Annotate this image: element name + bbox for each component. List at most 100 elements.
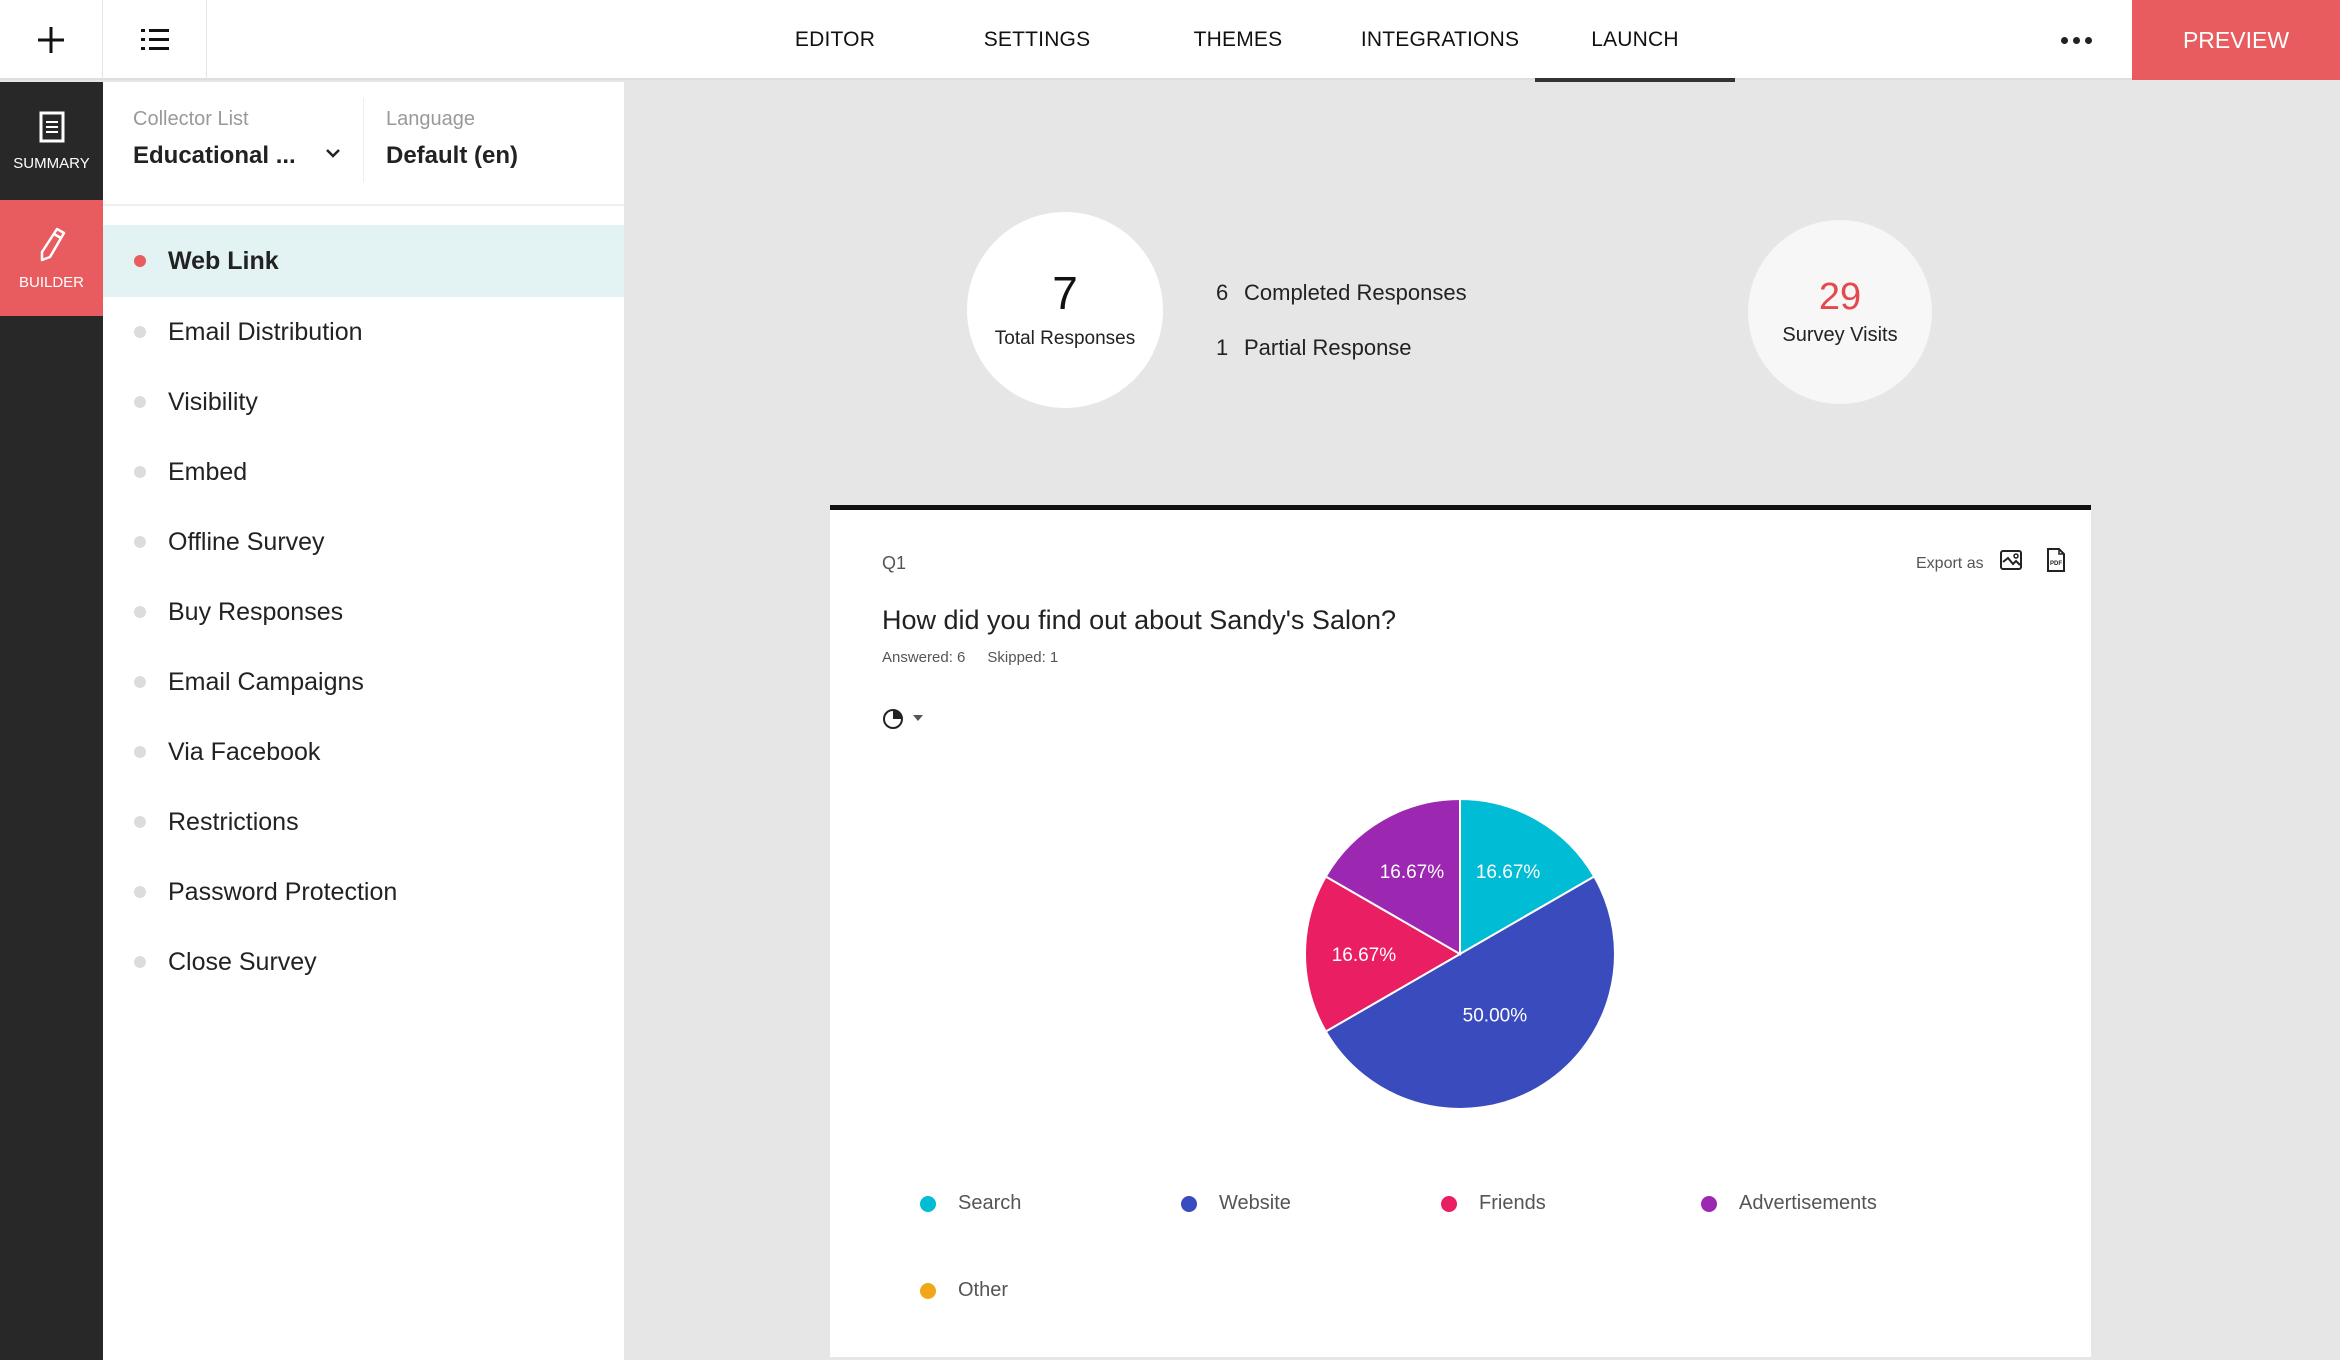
survey-visits-label: Survey Visits	[1782, 323, 1898, 346]
tab-integrations[interactable]: INTEGRATIONS	[1360, 28, 1520, 51]
completed-responses-stat: 6 Completed Responses	[1216, 280, 1467, 306]
pie-chart: 16.67% 50.00% 16.67% 16.67%	[1304, 798, 1616, 1110]
nav-item-web-link[interactable]: Web Link	[103, 225, 624, 297]
legend-dot-icon	[1701, 1195, 1717, 1212]
tab-themes[interactable]: THEMES	[1193, 28, 1283, 51]
pie-labels: 16.67% 50.00% 16.67% 16.67%	[1332, 862, 1541, 1027]
language-value[interactable]: Default (en)	[386, 142, 518, 169]
export-label: Export as	[1916, 555, 1984, 572]
collector-list-label: Collector List	[133, 108, 249, 130]
dot-icon	[134, 606, 146, 618]
legend-item-advertisements[interactable]: Advertisements	[1701, 1192, 1877, 1215]
sidebar-item-builder[interactable]: BUILDER	[0, 200, 103, 316]
active-dot-icon	[134, 255, 146, 267]
question-title: How did you find out about Sandy's Salon…	[882, 605, 1397, 635]
skipped-count: Skipped: 1	[987, 649, 1059, 666]
pie-chart-icon	[883, 709, 903, 729]
pdf-export-icon[interactable]: PDF	[2046, 547, 2066, 573]
legend-label: Friends	[1479, 1192, 1546, 1214]
nav-item-label: Web Link	[168, 246, 279, 275]
nav-item-password-protection[interactable]: Password Protection	[103, 857, 624, 927]
tab-settings[interactable]: SETTINGS	[983, 28, 1091, 51]
dot-icon	[134, 466, 146, 478]
chart-type-dropdown[interactable]	[882, 706, 924, 730]
sidebar-item-summary[interactable]: SUMMARY	[0, 82, 103, 200]
nav-item-label: Embed	[168, 457, 248, 486]
nav-item-restrictions[interactable]: Restrictions	[103, 787, 624, 857]
top-bar: EDITOR SETTINGS THEMES INTEGRATIONS LAUN…	[0, 0, 2340, 82]
legend-dot-icon	[920, 1195, 936, 1212]
question-card: Q1 Export as PDF How did you find out ab…	[830, 505, 2091, 1357]
add-button[interactable]	[0, 0, 103, 80]
tab-editor[interactable]: EDITOR	[794, 28, 876, 51]
legend-item-friends[interactable]: Friends	[1441, 1192, 1546, 1215]
more-options-button[interactable]	[2046, 0, 2106, 80]
nav-item-label: Offline Survey	[168, 527, 325, 556]
total-responses-label: Total Responses	[994, 328, 1136, 349]
pie-label: 50.00%	[1463, 1005, 1528, 1026]
nav-item-via-facebook[interactable]: Via Facebook	[103, 717, 624, 787]
legend-dot-icon	[1441, 1195, 1457, 1212]
dot-icon	[134, 886, 146, 898]
dot-icon	[134, 816, 146, 828]
document-icon	[39, 111, 64, 142]
tab-launch[interactable]: LAUNCH	[1535, 0, 1735, 82]
dot-icon	[134, 956, 146, 968]
list-icon	[140, 29, 169, 50]
collector-panel: Collector List Educational ... Language …	[103, 82, 624, 1360]
pencil-icon	[40, 227, 65, 261]
partial-responses-stat: 1 Partial Response	[1216, 335, 1412, 361]
pie-label: 16.67%	[1332, 945, 1397, 966]
answered-count: Answered: 6	[882, 649, 966, 666]
legend-dot-icon	[1181, 1195, 1197, 1212]
legend-item-other[interactable]: Other	[920, 1279, 1008, 1302]
dot-icon	[134, 746, 146, 758]
header-divider	[363, 98, 364, 182]
nav-item-label: Buy Responses	[168, 597, 344, 626]
more-dot	[2084, 36, 2092, 44]
legend-label: Other	[958, 1279, 1009, 1301]
legend-label: Website	[1219, 1192, 1291, 1214]
nav-item-close-survey[interactable]: Close Survey	[103, 927, 624, 997]
image-export-icon[interactable]	[2000, 550, 2022, 570]
partial-count: 1	[1216, 335, 1229, 360]
sidebar-item-label: SUMMARY	[13, 154, 90, 172]
nav-item-label: Close Survey	[168, 947, 317, 976]
completed-count: 6	[1216, 280, 1229, 305]
pie-slice-search[interactable]	[1459, 798, 1596, 956]
collector-list-dropdown[interactable]: Educational ...	[133, 137, 348, 177]
app-sidebar: SUMMARY BUILDER	[0, 82, 103, 1360]
nav-item-visibility[interactable]: Visibility	[103, 367, 624, 437]
pie-slices	[1304, 798, 1616, 1110]
nav-item-label: Visibility	[168, 387, 258, 416]
preview-button[interactable]: PREVIEW	[2132, 0, 2340, 80]
nav-item-buy-responses[interactable]: Buy Responses	[103, 577, 624, 647]
nav-item-label: Via Facebook	[168, 737, 321, 766]
nav-item-email-distribution[interactable]: Email Distribution	[103, 297, 624, 367]
more-dot	[2072, 36, 2080, 44]
survey-visits-stat: 29 Survey Visits	[1748, 220, 1932, 404]
completed-label: Completed Responses	[1244, 280, 1467, 305]
pie-label: 16.67%	[1476, 862, 1541, 883]
nav-item-email-campaigns[interactable]: Email Campaigns	[103, 647, 624, 717]
dot-icon	[134, 536, 146, 548]
list-button[interactable]	[103, 0, 207, 80]
nav-item-label: Email Campaigns	[168, 667, 364, 696]
legend-label: Advertisements	[1739, 1192, 1877, 1214]
pie-slice-advertisements[interactable]	[1324, 798, 1461, 956]
pie-slice-website[interactable]	[1324, 875, 1616, 1110]
language-label: Language	[386, 108, 475, 130]
dot-icon	[134, 396, 146, 408]
nav-item-label: Restrictions	[168, 807, 299, 836]
survey-visits-count: 29	[1818, 275, 1862, 318]
legend-item-website[interactable]: Website	[1181, 1192, 1291, 1215]
svg-text:PDF: PDF	[2050, 561, 2062, 567]
legend-item-search[interactable]: Search	[920, 1192, 1021, 1215]
sidebar-item-label: BUILDER	[18, 273, 85, 291]
nav-item-offline-survey[interactable]: Offline Survey	[103, 507, 624, 577]
total-responses-count: 7	[1052, 267, 1078, 319]
pie-slice-friends[interactable]	[1304, 875, 1462, 1033]
nav-item-embed[interactable]: Embed	[103, 437, 624, 507]
pie-label: 16.67%	[1380, 862, 1445, 883]
nav-item-label: Email Distribution	[168, 317, 363, 346]
